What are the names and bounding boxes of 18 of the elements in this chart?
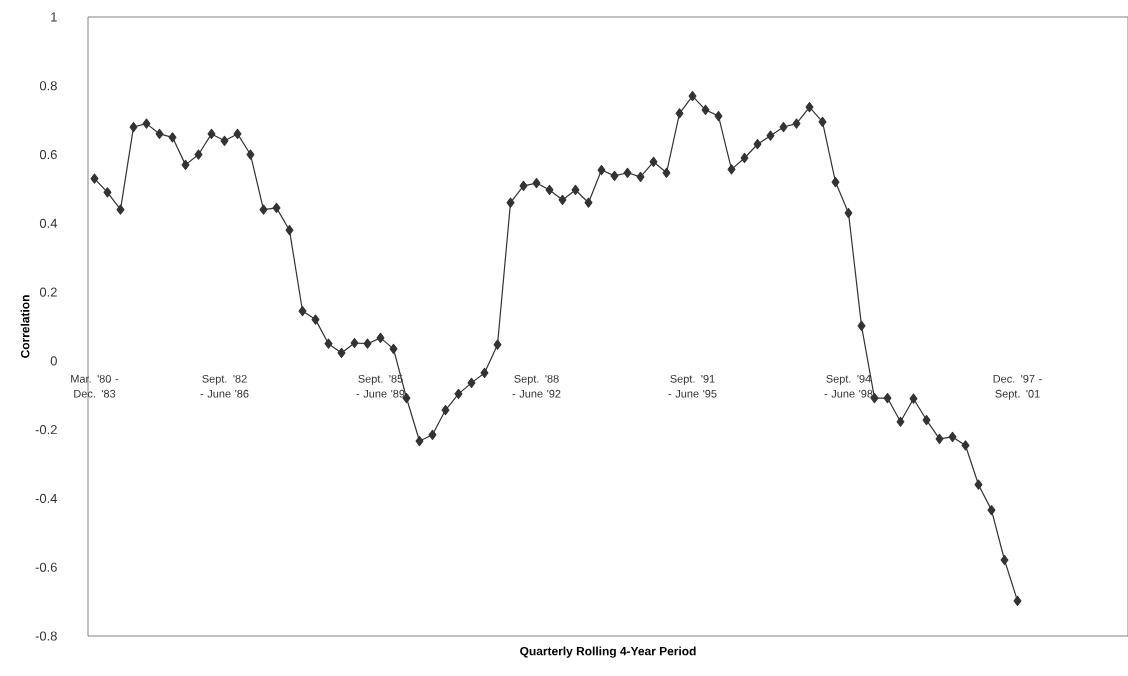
x-tick-label: Sept. '91 - June '95 (668, 374, 717, 398)
y-tick-label: -0.6 (35, 562, 57, 572)
y-tick-label: 0.6 (39, 149, 57, 160)
y-tick-label: -0.2 (35, 425, 57, 435)
y-tick-label: 0 (50, 356, 57, 366)
y-axis-title: Correlation (20, 295, 30, 358)
x-axis-title: Quarterly Rolling 4-Year Period (520, 646, 696, 658)
y-tick-label: 0.4 (39, 218, 58, 228)
y-tick-label: -0.8 (35, 631, 57, 641)
x-tick-label: Sept. '94 - June '98 (824, 374, 873, 398)
x-tick-label: Mar. '80 - Dec. '83 (71, 374, 119, 398)
y-tick-label: 0.2 (39, 287, 57, 297)
x-tick-label: Dec. '97 - Sept. '01 (993, 374, 1042, 400)
x-tick-label: Sept. '82 - June '86 (200, 374, 249, 398)
y-tick-label: 0.8 (39, 81, 57, 91)
y-tick-label: -0.4 (35, 493, 58, 504)
x-tick-label: Sept. '88 - June '92 (512, 374, 561, 398)
y-tick-label: 1 (51, 12, 57, 22)
